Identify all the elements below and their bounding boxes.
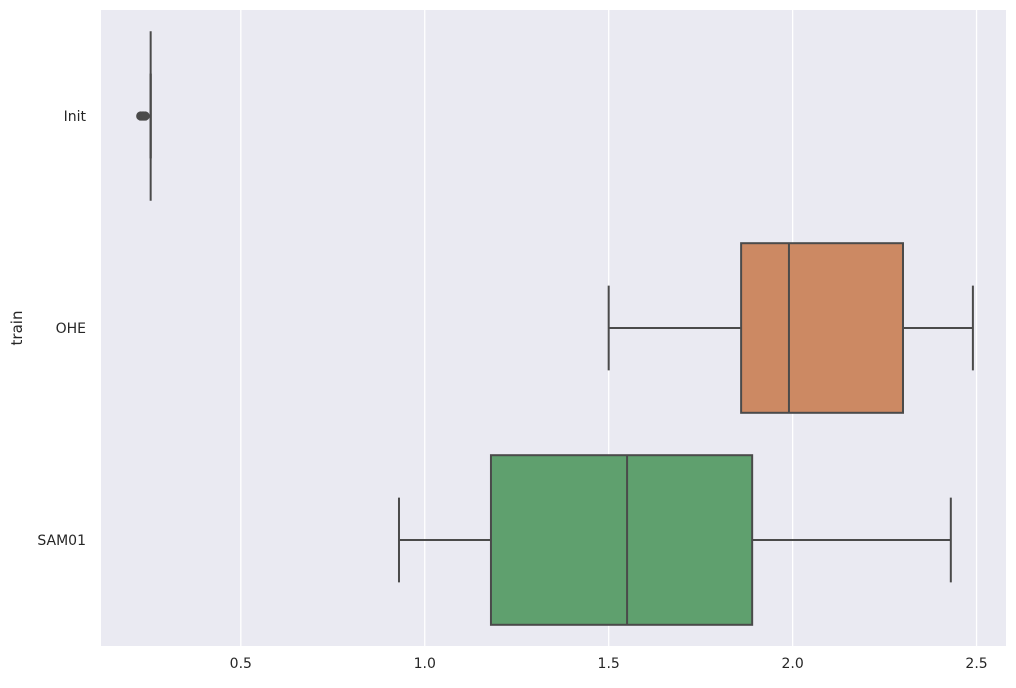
- y-tick-label: SAM01: [37, 533, 86, 549]
- box-group-sam01: [397, 454, 952, 626]
- box-group-ohe: [607, 242, 974, 414]
- box-iqr: [740, 242, 904, 414]
- y-axis-label: train: [8, 311, 26, 346]
- box-layer: [136, 31, 974, 626]
- x-tick-labels: 0.5 1.0 1.5 2.0 2.5: [230, 656, 988, 672]
- x-tick-label: 1.5: [598, 656, 620, 672]
- y-tick-labels: Init OHE SAM01: [37, 109, 86, 549]
- y-tick-label: OHE: [56, 321, 86, 337]
- outlier-point: [140, 111, 150, 121]
- x-tick-label: 2.0: [781, 656, 803, 672]
- x-tick-label: 2.5: [965, 656, 987, 672]
- x-tick-label: 1.0: [414, 656, 436, 672]
- y-tick-label: Init: [64, 109, 87, 125]
- x-tick-label: 0.5: [230, 656, 252, 672]
- box-group-init: [136, 31, 152, 201]
- box-iqr: [489, 454, 754, 626]
